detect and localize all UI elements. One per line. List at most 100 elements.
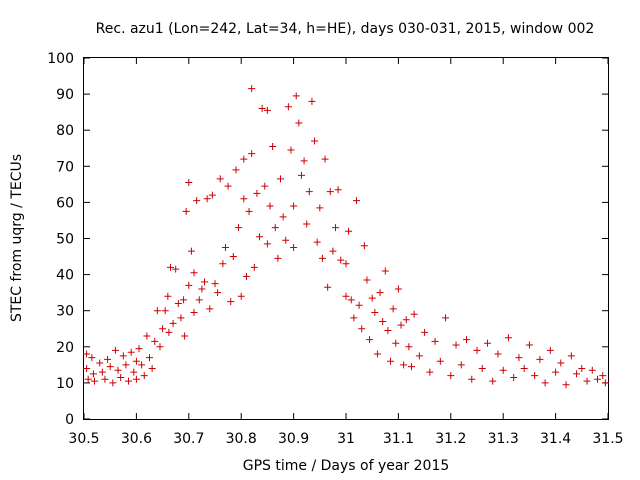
data-point (125, 377, 133, 385)
data-point (552, 368, 560, 376)
data-point (573, 370, 581, 378)
data-point (405, 343, 413, 351)
data-point (342, 260, 350, 268)
data-point (463, 336, 471, 344)
plot-frame (83, 57, 609, 420)
data-point (253, 189, 261, 197)
data-point (256, 233, 264, 241)
data-point (240, 155, 248, 163)
data-point (601, 379, 609, 387)
data-point (384, 327, 392, 335)
data-point (148, 364, 156, 372)
data-point (169, 319, 177, 327)
data-point (387, 357, 395, 365)
data-point (342, 292, 350, 300)
data-point (279, 213, 287, 221)
chart-title: Rec. azu1 (Lon=242, Lat=34, h=HE), days … (96, 21, 595, 37)
data-point (208, 191, 216, 199)
data-point (295, 119, 303, 127)
data-point (151, 337, 159, 345)
data-point (397, 321, 405, 329)
x-tick-label: 30.7 (173, 431, 204, 447)
data-point (345, 227, 353, 235)
y-tick-label: 20 (56, 340, 74, 356)
data-point (313, 238, 321, 246)
data-point (452, 341, 460, 349)
data-point (96, 359, 104, 367)
x-tick-label: 30.9 (278, 431, 309, 447)
data-point (332, 224, 340, 232)
x-tick-label: 30.8 (226, 431, 257, 447)
data-point (483, 339, 491, 347)
data-point (292, 92, 300, 100)
data-point (161, 307, 169, 315)
data-point (376, 289, 384, 297)
data-point (324, 283, 332, 291)
data-point (499, 366, 507, 374)
data-point (392, 339, 400, 347)
data-point (140, 372, 148, 380)
data-point (408, 363, 415, 371)
data-point (421, 328, 429, 336)
data-point (321, 155, 329, 163)
data-point (164, 292, 172, 300)
data-point (83, 364, 91, 372)
data-point (400, 361, 408, 369)
y-axis-label: STEC from uqrg / TECUs (9, 154, 25, 322)
data-point (109, 379, 117, 387)
data-point (379, 318, 387, 326)
y-tick-label: 0 (65, 412, 74, 428)
data-point (248, 85, 256, 93)
data-point (206, 305, 214, 313)
data-point (127, 348, 135, 356)
data-point (431, 337, 439, 345)
data-point (297, 171, 305, 179)
x-tick-label: 31.5 (592, 431, 623, 447)
data-point (583, 377, 591, 385)
data-point (468, 375, 476, 383)
x-tick-label: 30.6 (121, 431, 152, 447)
x-axis-label: GPS time / Days of year 2015 (243, 458, 450, 474)
data-point (316, 204, 324, 212)
data-point (227, 298, 235, 306)
x-axis-ticks: 30.5 30.6 30.7 30.8 30.9 31 31.1 31.2 31.3 31.4 31… (68, 58, 624, 447)
data-point (261, 182, 269, 190)
data-point (494, 350, 502, 358)
data-point (415, 352, 423, 360)
data-point (290, 244, 298, 252)
data-point (135, 345, 143, 353)
data-point (515, 354, 523, 362)
data-point (489, 377, 497, 385)
data-point (119, 352, 127, 360)
data-point (305, 188, 313, 196)
data-point (350, 314, 358, 322)
data-point (174, 299, 182, 307)
data-point (389, 305, 397, 313)
data-point (232, 166, 240, 174)
data-point (181, 332, 189, 340)
data-point (360, 242, 368, 250)
data-point (308, 97, 316, 105)
y-tick-label: 80 (56, 123, 74, 139)
data-point (104, 355, 112, 363)
data-point (182, 207, 190, 215)
data-point (334, 186, 342, 194)
data-point (318, 254, 326, 262)
data-point (250, 263, 258, 271)
x-tick-label: 30.5 (68, 431, 99, 447)
data-point (541, 379, 549, 387)
data-point (274, 254, 282, 262)
data-point (436, 357, 444, 365)
data-point (111, 346, 119, 354)
data-point (402, 316, 410, 324)
data-point (373, 350, 381, 358)
data-point (229, 253, 237, 261)
data-point (132, 357, 140, 365)
data-point (201, 278, 209, 286)
data-point (84, 375, 92, 383)
data-point (366, 336, 374, 344)
data-point (410, 310, 418, 318)
data-point (159, 325, 167, 333)
data-point (269, 142, 277, 150)
